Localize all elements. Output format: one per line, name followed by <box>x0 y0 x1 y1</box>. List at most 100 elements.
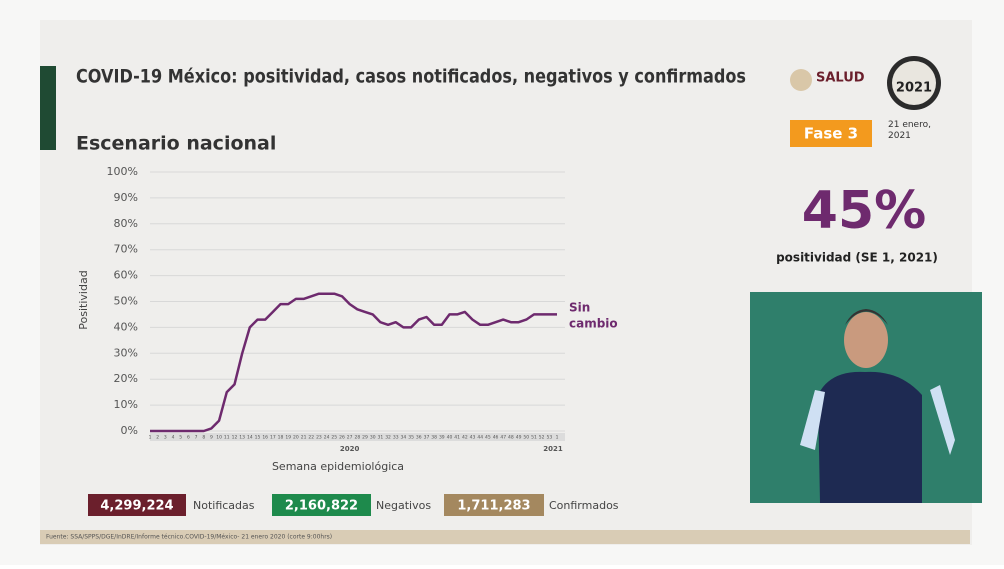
logo-icon <box>790 69 812 91</box>
emblem-bg <box>892 61 936 105</box>
x-tick-label: 11 <box>224 435 230 441</box>
x-tick-label: 35 <box>408 435 414 441</box>
x-tick-label: 42 <box>462 435 468 441</box>
x-tick-label: 4 <box>172 435 175 441</box>
x-tick-label: 6 <box>187 435 190 441</box>
x-tick-label: 15 <box>255 435 261 441</box>
y-tick-label: 20% <box>114 372 138 385</box>
x-tick-label: 49 <box>516 435 522 441</box>
y-tick-label: 0% <box>121 424 138 437</box>
x-tick-label: 20 <box>293 435 299 441</box>
y-tick-label: 90% <box>114 191 138 204</box>
x-tick-label: 5 <box>179 435 182 441</box>
x-tick-label: 3 <box>164 435 167 441</box>
x-tick-label: 36 <box>416 435 422 441</box>
x-tick-label: 24 <box>324 435 330 441</box>
date: 21 enero, 2021 <box>888 120 931 141</box>
person-head <box>844 312 888 368</box>
footer-bar <box>40 530 970 544</box>
total-value: 2,160,822 <box>285 499 358 514</box>
highlight-value: 45% <box>802 181 926 241</box>
total-box <box>88 494 186 516</box>
x-tick-label: 53 <box>546 435 552 441</box>
subtitle: Escenario nacional <box>76 133 276 155</box>
x-tick-label: 9 <box>210 435 213 441</box>
x-tick-label: 17 <box>270 435 276 441</box>
y-tick-label: 50% <box>114 295 138 308</box>
year-label: 2021 <box>543 445 563 453</box>
source: Fuente: SSA/SPPS/DGE/InDRE/Informe técni… <box>46 534 332 541</box>
y-tick-label: 60% <box>114 269 138 282</box>
y-tick-label: 70% <box>114 243 138 256</box>
x-tick-label: 52 <box>539 435 545 441</box>
x-tick-label: 13 <box>239 435 245 441</box>
x-tick-label: 43 <box>470 435 476 441</box>
x-tick-label: 41 <box>454 435 460 441</box>
x-tick-label: 51 <box>531 435 537 441</box>
x-tick-label: 7 <box>195 435 198 441</box>
x-tick-label: 50 <box>523 435 529 441</box>
x-tick-label: 25 <box>331 435 337 441</box>
total-label: Negativos <box>376 499 431 512</box>
x-tick-label: 18 <box>278 435 284 441</box>
x-tick-label: 1 <box>556 435 559 441</box>
total-value: 4,299,224 <box>100 499 173 514</box>
person-arms <box>800 385 955 455</box>
x-tick-label: 26 <box>339 435 345 441</box>
x-tick-label: 34 <box>401 435 407 441</box>
x-tick-label: 30 <box>370 435 376 441</box>
year-label: 2020 <box>340 445 360 453</box>
annotation: Sin cambio <box>569 300 618 330</box>
x-tick-label: 37 <box>424 435 430 441</box>
phase-box <box>790 120 872 147</box>
x-tick-label: 31 <box>378 435 384 441</box>
y-tick-label: 80% <box>114 217 138 230</box>
y-axis-label: Positividad <box>77 270 90 329</box>
person-hair <box>845 309 888 325</box>
person-vest <box>818 371 922 503</box>
x-tick-label: 27 <box>347 435 353 441</box>
x-tick-label: 14 <box>247 435 253 441</box>
x-tick-label: 29 <box>362 435 368 441</box>
x-tick-label: 38 <box>431 435 437 441</box>
total-box <box>444 494 544 516</box>
x-tick-label: 40 <box>447 435 453 441</box>
x-tick-label: 21 <box>301 435 307 441</box>
x-tick-label: 32 <box>385 435 391 441</box>
x-axis-band <box>150 433 565 441</box>
highlight-label: positividad (SE 1, 2021) <box>776 251 938 265</box>
logo: SALUD <box>816 71 865 86</box>
x-tick-label: 39 <box>439 435 445 441</box>
x-tick-label: 10 <box>216 435 222 441</box>
x-tick-label: 33 <box>393 435 399 441</box>
x-tick-label: 22 <box>308 435 314 441</box>
x-tick-label: 19 <box>285 435 291 441</box>
title: COVID-19 México: positividad, casos noti… <box>76 66 746 88</box>
video-panel <box>750 292 982 503</box>
x-tick-label: 12 <box>232 435 238 441</box>
x-tick-label: 8 <box>202 435 205 441</box>
line <box>150 292 557 433</box>
x-tick-label: 1 <box>149 435 152 441</box>
total-box <box>272 494 371 516</box>
title-bar <box>40 66 56 150</box>
date-box: 21 enero, 2021 <box>888 120 931 141</box>
total-label: Notificadas <box>193 499 255 512</box>
x-tick-label: 16 <box>262 435 268 441</box>
chart: 0%10%20%30%40%50%60%70%80%90%100%1 2 3 4 5 6 7… <box>77 165 618 473</box>
x-tick-label: 44 <box>477 435 483 441</box>
emblem: 2021 <box>896 81 932 96</box>
x-tick-label: 48 <box>508 435 514 441</box>
x-tick-label: 47 <box>500 435 506 441</box>
phase: Fase 3 <box>804 125 858 143</box>
total-label: Confirmados <box>549 499 619 512</box>
y-tick-label: 40% <box>114 320 138 333</box>
x-axis-label: Semana epidemiológica <box>272 460 404 473</box>
total-value: 1,711,283 <box>457 499 530 514</box>
y-tick-label: 100% <box>107 165 138 178</box>
x-tick-label: 28 <box>354 435 360 441</box>
x-tick-label: 45 <box>485 435 491 441</box>
x-tick-label: 46 <box>493 435 499 441</box>
y-tick-label: 10% <box>114 398 138 411</box>
